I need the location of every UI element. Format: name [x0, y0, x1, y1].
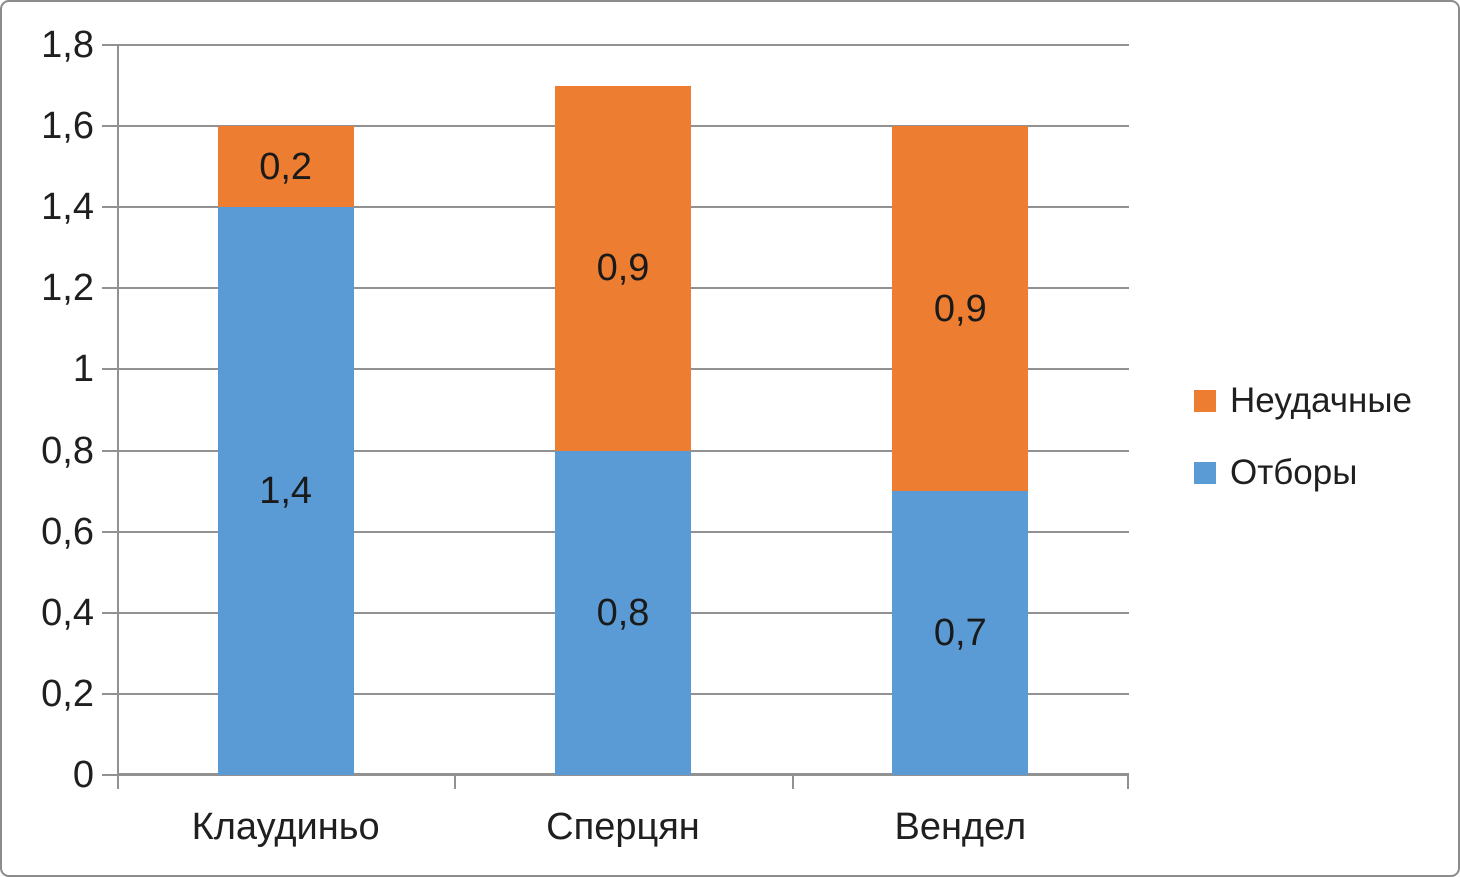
x-category-label: Клаудиньо [191, 806, 380, 848]
legend-swatch-neudachnye [1194, 390, 1216, 412]
y-tick-label: 0,2 [41, 672, 94, 715]
y-axis-line [117, 45, 119, 789]
y-axis-tick [102, 611, 117, 614]
y-axis-tick [102, 530, 117, 533]
x-axis-tick [1127, 775, 1129, 789]
bar-segment-отборы [892, 491, 1029, 775]
y-tick-label: 1 [72, 348, 94, 391]
y-axis-tick [102, 368, 117, 371]
x-category-label: Вендел [894, 806, 1027, 848]
legend-label: Неудачные [1230, 381, 1412, 420]
data-label: 0,2 [259, 145, 313, 188]
x-category-label: Сперцян [546, 806, 700, 848]
bar-segment-неудачные [555, 85, 691, 451]
data-label: 1,4 [259, 470, 313, 513]
x-axis-tick [454, 775, 456, 789]
y-axis-tick [102, 125, 117, 128]
y-axis-tick [102, 449, 117, 452]
data-label: 0,8 [596, 591, 650, 634]
y-tick-label: 0,6 [41, 510, 94, 553]
y-tick-label: 0 [72, 754, 94, 796]
y-axis-tick [102, 774, 117, 776]
gridline [117, 774, 1129, 776]
y-axis-tick [102, 287, 117, 290]
y-axis-tick [102, 692, 117, 695]
y-tick-label: 0,4 [41, 591, 94, 634]
data-label: 0,9 [596, 247, 650, 290]
data-label: 0,7 [933, 612, 987, 655]
y-axis-tick [102, 44, 117, 46]
y-tick-label: 1,4 [41, 186, 94, 229]
y-tick-label: 1,6 [41, 105, 94, 148]
plot-area: 0 0,2 0,4 0,6 0,8 1 1,2 1,4 1,6 1,8 1,4 0,2 Клаудинь… [41, 24, 1129, 848]
y-tick-label: 1,2 [41, 267, 94, 310]
bar-segment-неудачные [217, 126, 354, 208]
legend-swatch-otbory [1194, 462, 1216, 484]
data-label: 0,9 [933, 287, 987, 330]
y-tick-label: 1,8 [41, 24, 94, 66]
x-axis-tick [117, 775, 119, 789]
legend-label: Отборы [1230, 453, 1358, 492]
x-axis-tick [792, 775, 794, 789]
legend-item: Отборы [1194, 451, 1412, 495]
bar-segment-отборы [217, 207, 354, 775]
y-axis-tick [102, 206, 117, 209]
bar-segment-отборы [555, 450, 691, 775]
y-tick-label: 0,8 [41, 429, 94, 472]
gridline [117, 44, 1129, 46]
legend: Неудачные Отборы [1194, 379, 1412, 495]
legend-item: Неудачные [1194, 379, 1412, 423]
bar-segment-неудачные [892, 126, 1029, 492]
